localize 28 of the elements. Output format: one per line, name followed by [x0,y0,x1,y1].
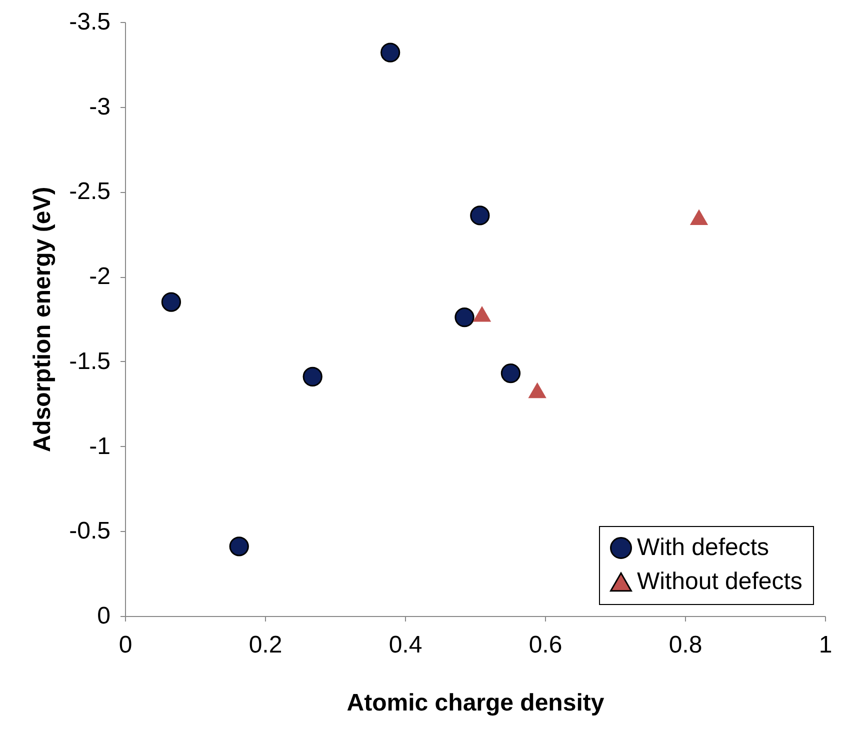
legend-label: With defects [637,534,770,561]
x-tick-label: 0.8 [668,632,702,658]
point [302,366,322,387]
x-tick-label: 0 [118,632,132,658]
point [690,209,708,226]
y-tick-label: 0 [97,602,110,630]
y-tick-label: -2 [89,263,110,290]
legend-label: Without defects [637,568,802,595]
point [161,292,182,312]
x-tick-label: 1 [818,632,832,658]
point [500,363,521,384]
y-tick-label: -1.5 [69,348,110,375]
y-tick-label: -0.5 [69,518,110,545]
point [528,382,546,398]
x-axis-title: Atomic charge density [346,690,605,716]
point [470,206,490,226]
y-tick-label: -2.5 [69,178,110,206]
point [380,42,400,62]
y-tick-label: -3.5 [69,8,110,36]
x-tick-label: 0.4 [388,632,422,658]
x-tick-label: 0.6 [528,632,562,658]
x-tick-label: 0.2 [248,632,282,658]
y-axis-title: Adsorption energy (eV) [29,186,56,452]
point [472,306,492,322]
point [454,307,474,328]
y-tick-label: -1 [89,432,110,460]
y-tick-label: -3 [89,93,110,120]
point [229,536,249,556]
